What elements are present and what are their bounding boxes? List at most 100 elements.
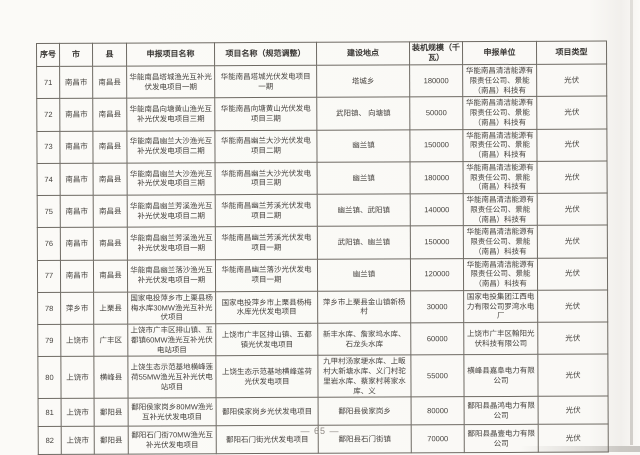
cell-adjusted-name: 华能南昌幽兰芳溪光伏发电项目二期 (215, 194, 318, 227)
cell-county: 南昌县 (93, 259, 128, 293)
cell-capacity: 60000 (410, 322, 464, 356)
cell-applicant: 华能南昌清洁能源有限责任公司、景能（南昌）科技有 (462, 96, 537, 130)
scan-corner-shadow (520, 446, 640, 452)
table-row: 81 上饶市 鄱阳县 鄱阳侯家岗乡80MW渔光互补光伏发电项目 鄱阳侯家岗乡光伏… (38, 396, 609, 427)
table-body: 71 南昌市 南昌县 华能南昌塔城渔光互补光伏发电项目一期 华能南昌塔城光伏发电… (36, 64, 609, 455)
column-header-type: 项目类型 (536, 41, 607, 65)
cell-county: 南昌县 (93, 162, 128, 196)
cell-type: 光伏 (537, 193, 608, 226)
cell-declared-name: 国家电投萍乡市上栗县杨梅水库30MW渔光互补光伏项目 (127, 291, 216, 325)
column-header-location: 建设地点 (316, 41, 410, 66)
cell-type: 光伏 (536, 96, 607, 129)
cell-applicant: 华能南昌清洁能源有限责任公司、景能（南昌）科技有 (463, 257, 538, 291)
cell-type: 光伏 (536, 128, 608, 162)
cell-county: 南昌县 (92, 130, 128, 164)
cell-type: 光伏 (537, 257, 608, 291)
cell-adjusted-name: 国家电投萍乡市上栗县杨梅水库光伏发电项目 (215, 291, 318, 324)
cell-capacity: 180000 (410, 161, 464, 194)
cell-city: 上饶市 (60, 324, 94, 357)
projects-table: 序号 市 县 申报项目名称 项目名称（规范调整） 建设地点 装机规模（千瓦） 申… (36, 41, 609, 455)
cell-adjusted-name: 华能南昌向塘黄山光伏发电项目三期 (214, 97, 317, 131)
cell-declared-name: 华能南昌幽兰芳溪渔光互补光伏发电项目二期 (127, 194, 216, 228)
cell-city: 南昌市 (59, 130, 94, 164)
cell-city: 南昌市 (59, 66, 93, 99)
cell-adjusted-name: 华能南昌幽兰落沙光伏发电项目一期 (215, 258, 318, 292)
cell-declared-name: 上饶市广丰区排山镇、五都镇60MW渔光互补光伏电站项目 (127, 323, 216, 357)
cell-city: 上饶市 (60, 356, 95, 399)
cell-location: 武阳镇、 向塘镇 (316, 97, 410, 130)
cell-city: 南昌市 (60, 259, 94, 293)
cell-location: 鄱阳县侯家岗乡 (318, 397, 412, 426)
cell-applicant: 华能南昌清洁能源有限责任公司、景能（南昌）科技有 (463, 193, 538, 226)
cell-declared-name: 华能南昌幽兰大沙渔光互补光伏发电项目三期 (127, 162, 216, 196)
table-row: 75 南昌市 南昌县 华能南昌幽兰芳溪渔光互补光伏发电项目二期 华能南昌幽兰芳溪… (37, 193, 608, 228)
cell-applicant: 华能南昌清洁能源有限责任公司、景能（南昌）科技有 (463, 225, 538, 259)
cell-capacity: 120000 (410, 258, 464, 291)
cell-capacity: 180000 (409, 64, 463, 98)
column-header-capacity: 装机规模（千瓦） (409, 41, 463, 65)
cell-capacity: 150000 (409, 129, 464, 162)
cell-city: 南昌市 (60, 195, 94, 228)
cell-applicant: 国家电投集团江西电力有限公司罗湾水电厂 (463, 290, 538, 323)
scan-edge-shadow (630, 0, 633, 445)
cell-adjusted-name: 上饶生态示范基地横峰莲荷光伏发电项目 (215, 355, 319, 398)
cell-applicant: 华能南昌清洁能源有限责任公司、景能（南昌）科技有 (462, 64, 537, 97)
cell-county: 横峰县 (93, 356, 129, 399)
table-header: 序号 市 县 申报项目名称 项目名称（规范调整） 建设地点 装机规模（千瓦） 申… (36, 41, 607, 67)
cell-type: 光伏 (537, 354, 609, 397)
cell-capacity: 80000 (411, 396, 465, 426)
column-header-county: 县 (92, 43, 127, 67)
cell-declared-name: 鄱阳侯家岗乡80MW渔光互补光伏发电项目 (128, 397, 217, 427)
cell-adjusted-name: 华能南昌塔城光伏发电项目一期 (214, 65, 317, 98)
cell-location: 幽兰镇、武阳镇 (317, 193, 411, 227)
column-header-declared-name: 申报项目名称 (126, 42, 215, 67)
cell-location: 新丰水库、詹家坞水库、石龙头水库 (317, 322, 411, 356)
cell-declared-name: 华能南昌幽兰落沙渔光互补光伏发电项目一期 (127, 259, 216, 292)
cell-index: 78 (37, 292, 61, 325)
cell-adjusted-name: 华能南昌幽兰芳溪光伏发电项目一期 (215, 226, 318, 260)
cell-county: 南昌县 (93, 227, 128, 260)
cell-declared-name: 华能南昌幽兰芳溪渔光互补光伏发电项目一期 (127, 226, 216, 260)
cell-type: 光伏 (537, 289, 608, 323)
header-row: 序号 市 县 申报项目名称 项目名称（规范调整） 建设地点 装机规模（千瓦） 申… (36, 41, 607, 67)
cell-declared-name: 华能南昌幽兰大沙渔光互补光伏发电项目二期 (126, 130, 216, 163)
cell-applicant: 华能南昌清洁能源有限责任公司、景能（南昌）科技有 (462, 128, 538, 162)
cell-city: 南昌市 (60, 163, 94, 196)
cell-capacity: 150000 (410, 225, 464, 259)
column-header-index: 序号 (36, 43, 60, 67)
cell-county: 南昌县 (93, 195, 128, 228)
cell-type: 光伏 (537, 160, 608, 194)
cell-index: 80 (37, 356, 62, 399)
table-row: 77 南昌市 南昌县 华能南昌幽兰落沙渔光互补光伏发电项目一期 华能南昌幽兰落沙… (37, 257, 608, 293)
cell-type: 光伏 (538, 396, 609, 425)
cell-location: 九甲村汤家埂水库、上畈村大新塘水库、义门村驼里岩水库、蔡家村蒋家水库、义 (317, 355, 412, 398)
table-row: 76 南昌市 南昌县 华能南昌幽兰芳溪渔光互补光伏发电项目一期 华能南昌幽兰芳溪… (37, 225, 608, 260)
cell-adjusted-name: 鄱阳侯家岗乡光伏发电项目 (216, 397, 319, 426)
cell-declared-name: 华能南昌塔城渔光互补光伏发电项目一期 (126, 65, 215, 99)
table-row: 78 萍乡市 上栗县 国家电投萍乡市上栗县杨梅水库30MW渔光互补光伏项目 国家… (37, 289, 608, 325)
cell-capacity: 140000 (410, 193, 464, 227)
table-row: 71 南昌市 南昌县 华能南昌塔城渔光互补光伏发电项目一期 华能南昌塔城光伏发电… (36, 64, 607, 99)
cell-type: 光伏 (536, 64, 607, 97)
cell-adjusted-name: 上饶市广丰区排山镇、五都镇光伏发电项目 (215, 323, 318, 356)
cell-index: 77 (37, 259, 61, 293)
cell-index: 74 (37, 163, 61, 196)
cell-city: 上饶市 (61, 398, 95, 427)
cell-location: 幽兰镇 (317, 161, 411, 195)
cell-type: 光伏 (537, 322, 608, 355)
cell-applicant: 鄱阳县晶鸿电力有限公司 (464, 396, 539, 425)
cell-declared-name: 上饶生态示范基地横峰莲荷55MW渔光互补光伏电站项目 (127, 355, 217, 399)
cell-county: 南昌县 (92, 66, 127, 99)
cell-location: 武阳镇、幽兰镇 (317, 226, 411, 259)
cell-type: 光伏 (537, 225, 608, 258)
cell-city: 南昌市 (60, 227, 94, 260)
cell-index: 79 (37, 324, 61, 357)
cell-location: 幽兰镇 (316, 129, 411, 163)
cell-adjusted-name: 华能南昌幽兰大沙光伏发电项目二期 (214, 129, 318, 163)
table-row: 79 上饶市 广丰区 上饶市广丰区排山镇、五都镇60MW渔光互补光伏电站项目 上… (37, 322, 608, 357)
cell-location: 幽兰镇 (317, 258, 411, 292)
cell-county: 鄱阳县 (94, 398, 129, 427)
cell-index: 73 (36, 130, 61, 164)
column-header-adjusted-name: 项目名称（规范调整） (214, 42, 317, 66)
